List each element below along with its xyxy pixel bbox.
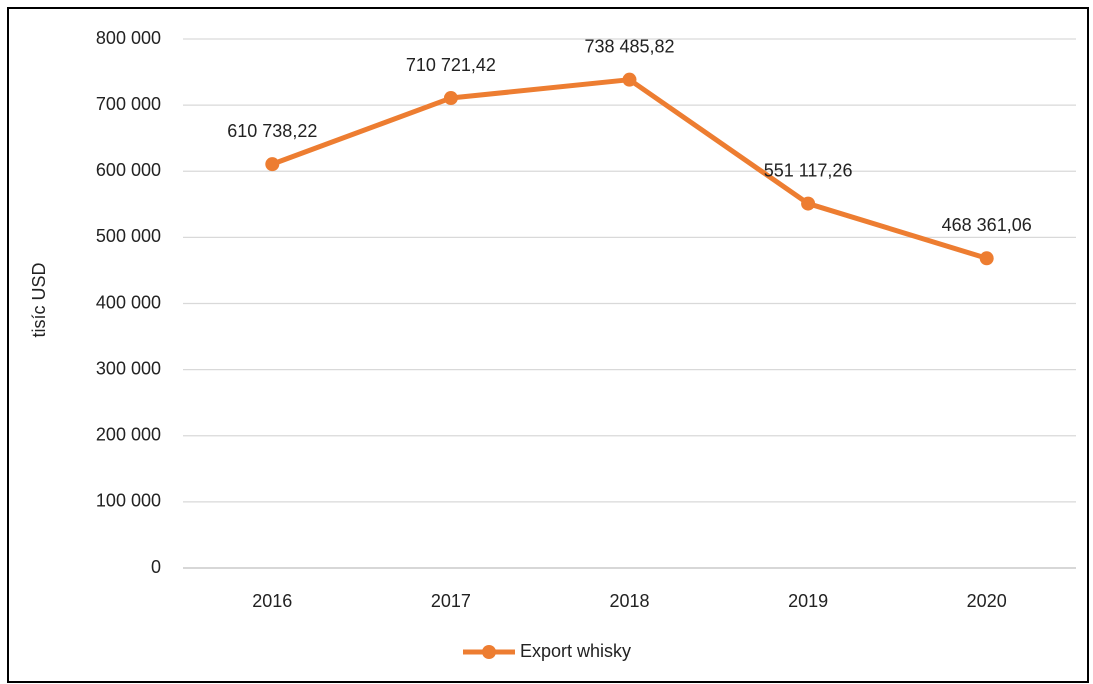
x-tick-label: 2020 bbox=[967, 591, 1007, 611]
x-tick-label: 2018 bbox=[609, 591, 649, 611]
y-tick-label: 0 bbox=[151, 557, 161, 577]
y-tick-label: 100 000 bbox=[96, 491, 161, 511]
data-point bbox=[801, 196, 816, 211]
data-label: 710 721,42 bbox=[406, 55, 496, 75]
data-label: 610 738,22 bbox=[227, 121, 317, 141]
data-point bbox=[443, 91, 458, 106]
y-tick-label: 400 000 bbox=[96, 292, 161, 312]
legend-marker bbox=[482, 645, 496, 659]
y-tick-label: 700 000 bbox=[96, 94, 161, 114]
y-tick-label: 800 000 bbox=[96, 28, 161, 48]
series-line bbox=[271, 77, 988, 261]
x-tick-label: 2016 bbox=[252, 591, 292, 611]
data-label: 738 485,82 bbox=[584, 36, 674, 56]
x-tick-label: 2019 bbox=[788, 591, 828, 611]
y-tick-label: 500 000 bbox=[96, 226, 161, 246]
data-point bbox=[622, 72, 637, 87]
chart-frame bbox=[7, 7, 1089, 683]
data-point bbox=[979, 251, 994, 266]
y-axis-label: tisíc USD bbox=[29, 262, 49, 337]
data-label: 551 117,26 bbox=[764, 160, 853, 180]
data-point bbox=[265, 157, 280, 172]
legend-label: Export whisky bbox=[520, 641, 631, 661]
x-tick-label: 2017 bbox=[431, 591, 471, 611]
data-label: 468 361,06 bbox=[942, 215, 1032, 235]
y-tick-label: 200 000 bbox=[96, 425, 161, 445]
y-tick-label: 300 000 bbox=[96, 358, 161, 378]
y-tick-label: 600 000 bbox=[96, 160, 161, 180]
